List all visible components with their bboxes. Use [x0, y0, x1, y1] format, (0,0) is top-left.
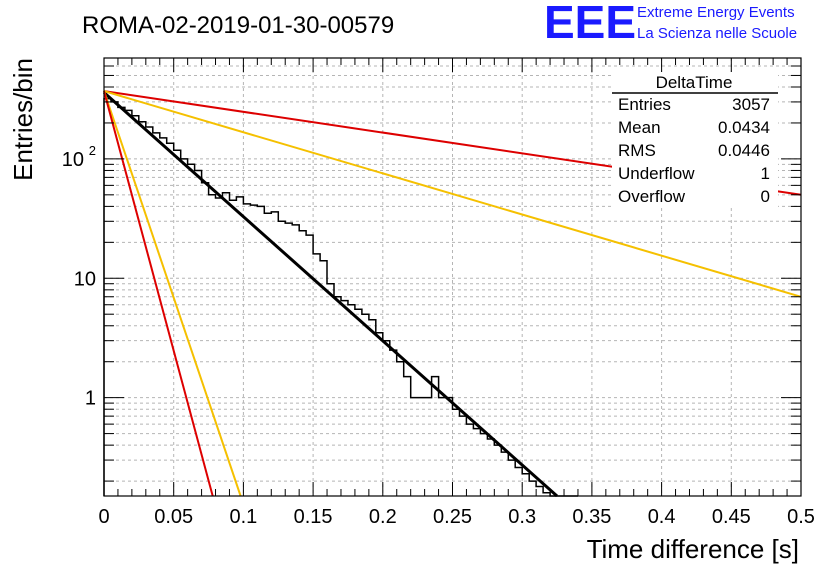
stats-row-value: 1 [761, 164, 770, 183]
x-tick-label: 0.05 [154, 506, 193, 528]
logo-line-2: La Scienza nelle Scuole [637, 25, 797, 42]
x-tick-label: 0 [98, 506, 109, 528]
eee-logo: EEE Extreme Energy Events La Scienza nel… [544, 0, 797, 48]
x-tick-label: 0.25 [433, 506, 472, 528]
y-tick-label: 10 [74, 268, 96, 290]
logo-mark: EEE [544, 0, 636, 48]
stats-title: DeltaTime [656, 73, 733, 92]
x-tick-label: 0.45 [712, 506, 751, 528]
stats-box: DeltaTime Entries 3057 Mean 0.0434 RMS 0.0446… [612, 72, 778, 208]
stats-row-value: 3057 [732, 95, 770, 114]
histogram-outline [103, 97, 578, 497]
logo-line-1: Extreme Energy Events [637, 4, 795, 21]
y-axis-label: Entries/bin [8, 58, 38, 181]
y-tick-labels: 1 10 10 2 [62, 143, 96, 410]
chart-title: ROMA-02-2019-01-30-00579 [82, 12, 394, 39]
stats-row-label: Underflow [618, 164, 695, 183]
y-tick-label: 1 [85, 388, 96, 410]
stats-row-value: 0 [761, 187, 770, 206]
stats-row-value: 0.0446 [718, 141, 770, 160]
fit-line [103, 91, 558, 498]
stats-box-background [612, 72, 778, 208]
x-tick-label: 0.2 [369, 506, 397, 528]
stats-row-label: Mean [618, 118, 661, 137]
x-tick-label: 0.15 [294, 506, 333, 528]
stats-row-label: Entries [618, 95, 671, 114]
y-tick-label: 10 [62, 149, 84, 171]
x-tick-label: 0.5 [787, 506, 815, 528]
fit-line [103, 90, 802, 298]
x-tick-labels: 0 0.05 0.1 0.15 0.2 0.25 0.3 0.35 0.4 0.45 0.5 [98, 506, 814, 528]
stats-row-label: Overflow [618, 187, 686, 206]
y-tick-exponent: 2 [89, 143, 96, 158]
stats-row-label: RMS [618, 141, 656, 160]
fit-line [103, 90, 242, 497]
x-tick-label: 0.4 [648, 506, 676, 528]
x-tick-label: 0.35 [572, 506, 611, 528]
x-tick-label: 0.1 [229, 506, 257, 528]
axis-ticks [103, 57, 802, 496]
stats-row-value: 0.0434 [718, 118, 770, 137]
histogram-bins [103, 97, 578, 497]
x-axis-label: Time difference [s] [587, 534, 799, 564]
stats-rows: Entries 3057 Mean 0.0434 RMS 0.0446 Underflow 1… [618, 95, 770, 206]
x-tick-label: 0.3 [508, 506, 536, 528]
